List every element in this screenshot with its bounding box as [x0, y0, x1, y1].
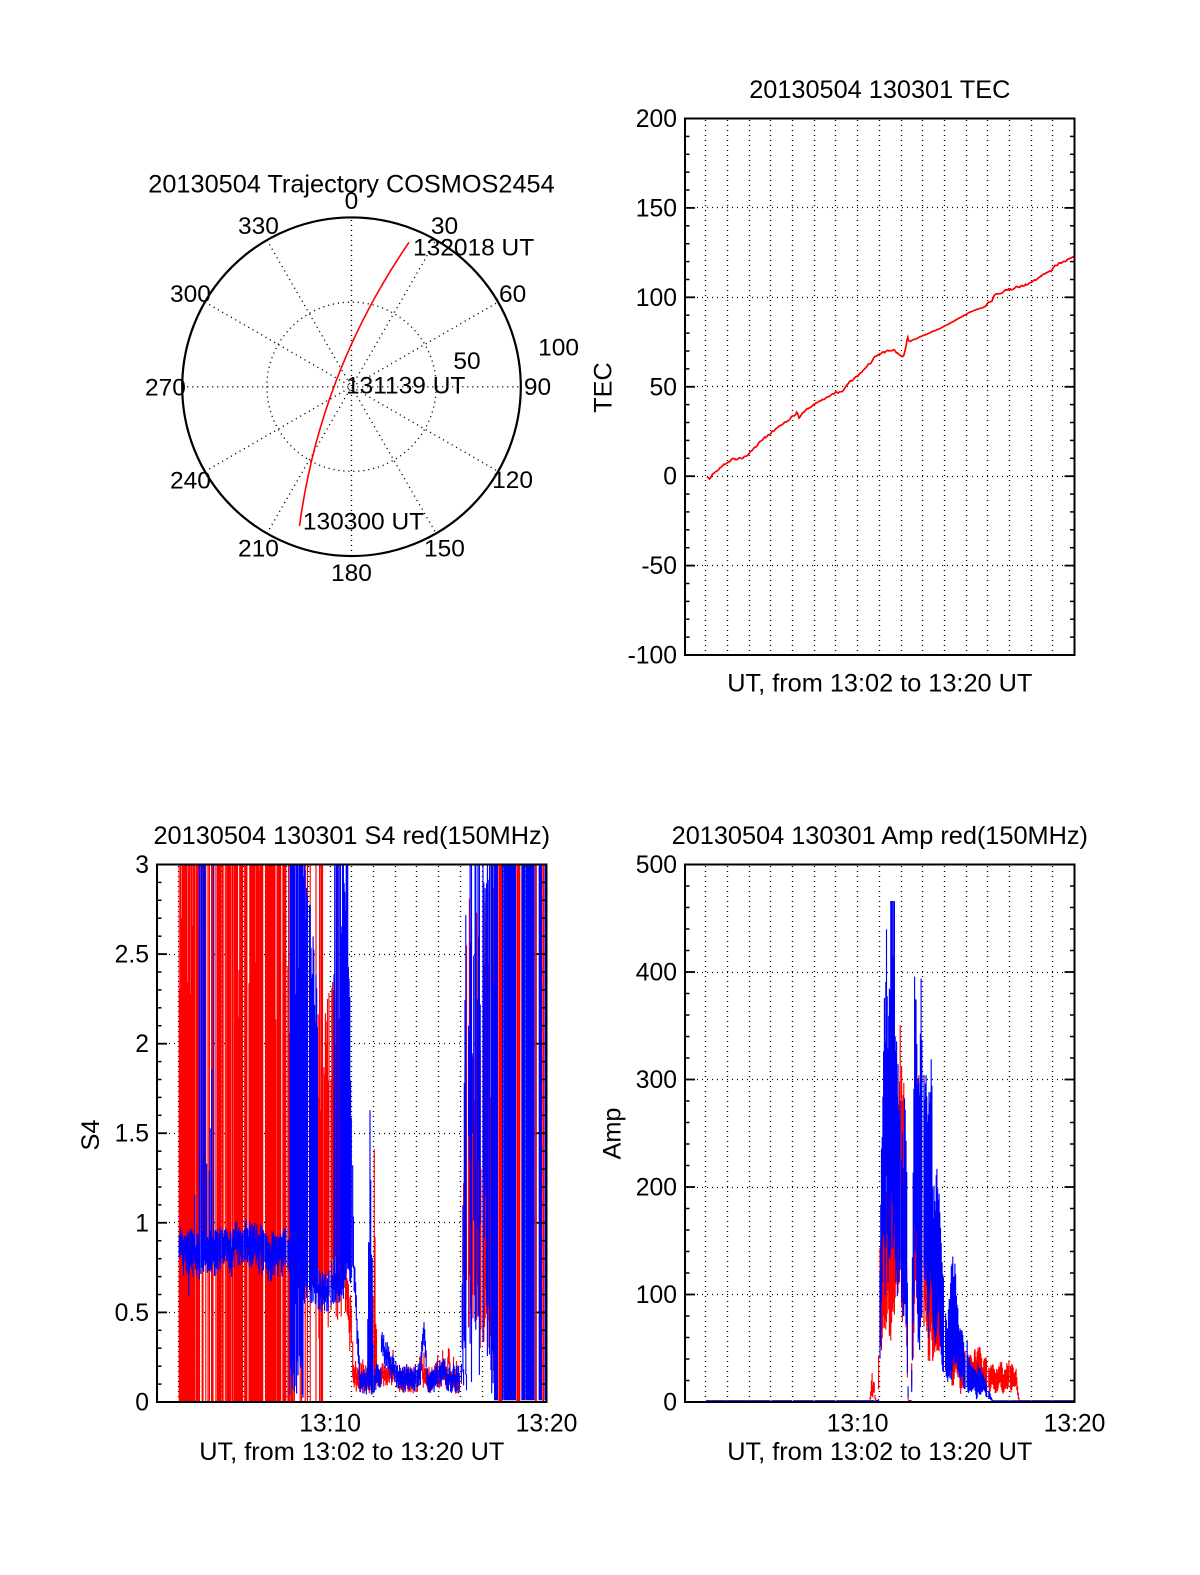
svg-text:2: 2	[135, 1031, 149, 1058]
svg-text:0.5: 0.5	[115, 1300, 149, 1327]
svg-text:0: 0	[135, 1390, 149, 1417]
svg-text:20130504 Trajectory COSMOS2454: 20130504 Trajectory COSMOS2454	[148, 171, 554, 199]
svg-text:240: 240	[170, 467, 211, 494]
svg-text:-50: -50	[641, 553, 677, 580]
svg-text:150: 150	[636, 195, 677, 222]
svg-text:60: 60	[499, 281, 526, 308]
svg-text:100: 100	[636, 285, 677, 312]
svg-text:13:20: 13:20	[516, 1411, 578, 1438]
svg-text:400: 400	[636, 960, 677, 987]
svg-text:130300 UT: 130300 UT	[303, 509, 424, 536]
svg-text:100: 100	[538, 334, 579, 361]
svg-text:300: 300	[170, 281, 211, 308]
svg-text:270: 270	[145, 374, 186, 401]
svg-text:2.5: 2.5	[115, 942, 149, 969]
svg-text:50: 50	[453, 348, 480, 375]
svg-text:UT, from 13:02 to 13:20 UT: UT, from 13:02 to 13:20 UT	[727, 1438, 1032, 1466]
svg-text:120: 120	[492, 467, 533, 494]
svg-text:330: 330	[238, 213, 279, 240]
svg-text:UT, from 13:02 to 13:20 UT: UT, from 13:02 to 13:20 UT	[727, 670, 1032, 698]
svg-text:UT, from 13:02 to 13:20 UT: UT, from 13:02 to 13:20 UT	[199, 1438, 504, 1466]
svg-text:50: 50	[650, 374, 677, 401]
svg-text:13:10: 13:10	[299, 1411, 361, 1438]
svg-text:200: 200	[636, 106, 677, 133]
svg-text:131139 UT: 131139 UT	[346, 373, 465, 400]
svg-text:100: 100	[636, 1282, 677, 1309]
svg-text:210: 210	[238, 535, 279, 562]
svg-text:TEC: TEC	[590, 362, 618, 413]
svg-text:20130504 130301 Amp red(150MHz: 20130504 130301 Amp red(150MHz)	[672, 822, 1088, 850]
svg-text:1: 1	[135, 1210, 149, 1237]
svg-text:0: 0	[345, 188, 359, 215]
svg-text:20130504 130301 S4 red(150MHz): 20130504 130301 S4 red(150MHz)	[153, 822, 550, 850]
svg-text:0: 0	[663, 1390, 677, 1417]
svg-text:-100: -100	[628, 643, 677, 670]
svg-text:180: 180	[331, 560, 372, 587]
svg-text:0: 0	[663, 464, 677, 491]
svg-text:13:10: 13:10	[827, 1411, 889, 1438]
svg-text:20130504 130301 TEC: 20130504 130301 TEC	[749, 76, 1010, 104]
svg-text:30: 30	[431, 213, 458, 240]
svg-text:1.5: 1.5	[115, 1121, 149, 1148]
svg-text:3: 3	[135, 852, 149, 879]
svg-text:200: 200	[636, 1175, 677, 1202]
svg-text:300: 300	[636, 1067, 677, 1094]
svg-text:13:20: 13:20	[1044, 1411, 1106, 1438]
svg-text:Amp: Amp	[599, 1107, 627, 1159]
svg-text:S4: S4	[77, 1120, 105, 1151]
svg-text:150: 150	[424, 535, 465, 562]
svg-text:90: 90	[524, 374, 551, 401]
svg-text:132018 UT: 132018 UT	[413, 235, 534, 262]
svg-text:500: 500	[636, 852, 677, 879]
